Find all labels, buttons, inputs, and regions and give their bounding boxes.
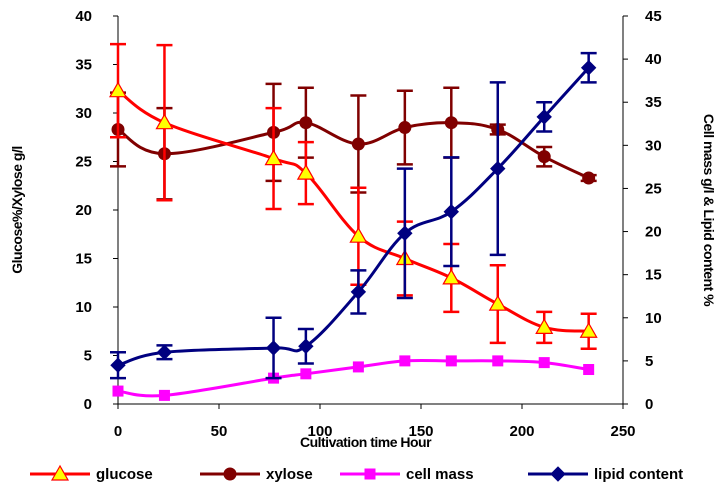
legend-label: lipid content — [594, 466, 683, 483]
data-point — [442, 268, 461, 285]
data-point — [583, 364, 595, 376]
y-right-tick-label: 0 — [645, 396, 653, 413]
data-point — [535, 318, 554, 334]
data-point — [158, 389, 170, 401]
legend-swatch-marker — [364, 468, 376, 480]
data-point — [536, 109, 552, 125]
data-point — [397, 225, 413, 241]
legend-swatch-marker — [223, 467, 237, 481]
legend-item-glucose: glucose — [30, 464, 153, 483]
y-right-tick-label: 20 — [645, 224, 662, 241]
x-tick-label: 250 — [610, 423, 635, 440]
data-point — [444, 116, 458, 130]
series-layer — [108, 42, 598, 401]
data-point — [579, 322, 598, 338]
data-point — [445, 355, 457, 367]
data-point — [300, 368, 312, 380]
data-point — [108, 81, 128, 98]
data-point — [538, 357, 550, 369]
data-point — [399, 355, 411, 367]
data-point — [352, 361, 364, 373]
data-point — [351, 137, 365, 151]
legend: glucose xylose cell mass lipid content — [30, 464, 683, 483]
data-point — [492, 355, 504, 367]
legend-item-lipid-content: lipid content — [528, 466, 683, 483]
legend-item-xylose: xylose — [200, 466, 313, 483]
y-axis-right-title: Cell mass g/l & Lipid content % — [701, 114, 717, 307]
y-left-tick-label: 0 — [84, 396, 92, 413]
legend-label: cell mass — [406, 466, 474, 483]
legend-label: xylose — [266, 466, 313, 483]
data-point — [350, 284, 367, 300]
data-point — [398, 121, 412, 135]
series-line — [117, 89, 589, 333]
data-point — [112, 385, 124, 397]
legend-swatch-marker — [50, 464, 70, 481]
series-line — [117, 120, 590, 180]
x-tick-label: 50 — [211, 423, 228, 440]
y-right-tick-label: 35 — [645, 94, 662, 111]
y-left-tick-label: 10 — [75, 299, 92, 316]
data-point — [264, 149, 283, 166]
data-point — [580, 60, 597, 76]
data-point — [296, 163, 315, 180]
y-left-tick-label: 25 — [75, 154, 92, 171]
y-right-tick-label: 15 — [645, 267, 662, 284]
series-glucose — [108, 42, 598, 350]
y-right-tick-label: 45 — [645, 8, 662, 25]
y-left-tick-label: 40 — [75, 8, 92, 25]
y-right-tick-label: 40 — [645, 51, 662, 68]
legend-label: glucose — [96, 466, 153, 483]
data-point — [488, 294, 507, 311]
data-point — [490, 160, 506, 177]
data-point — [155, 113, 174, 130]
data-point — [443, 204, 460, 220]
x-tick-label: 100 — [307, 423, 332, 440]
series-cell-mass — [112, 355, 595, 401]
y-left-tick-label: 30 — [75, 105, 92, 122]
data-point — [156, 344, 173, 360]
data-point — [537, 150, 551, 164]
axes: 0 50 100 150 200 250 0 5 10 15 20 25 30 35 40 0 5 10 15 20 2… — [9, 8, 717, 450]
y-right-tick-label: 25 — [645, 180, 662, 197]
series-lipid-content — [110, 51, 597, 380]
legend-swatch-marker — [550, 466, 566, 482]
x-axis-title: Cultivation time Hour — [300, 434, 432, 450]
y-right-tick-label: 30 — [645, 137, 662, 154]
y-axis-left-title: Glucose%/Xylose g/l — [9, 146, 25, 273]
x-tick-label: 150 — [408, 423, 433, 440]
series-line — [117, 358, 589, 398]
data-point — [110, 357, 126, 373]
y-left-tick-label: 20 — [75, 202, 92, 219]
legend-item-cell-mass: cell mass — [340, 466, 474, 483]
data-point — [582, 171, 596, 185]
y-left-tick-label: 15 — [75, 251, 92, 268]
y-right-tick-label: 10 — [645, 310, 662, 327]
x-tick-label: 0 — [114, 423, 122, 440]
data-point — [299, 116, 313, 130]
y-left-tick-label: 35 — [75, 57, 92, 74]
data-point — [298, 338, 314, 354]
series-line — [117, 66, 590, 367]
data-point — [265, 340, 282, 356]
y-right-tick-label: 5 — [645, 353, 653, 370]
x-tick-label: 200 — [509, 423, 534, 440]
data-point — [349, 226, 368, 243]
y-left-tick-label: 5 — [84, 348, 92, 365]
